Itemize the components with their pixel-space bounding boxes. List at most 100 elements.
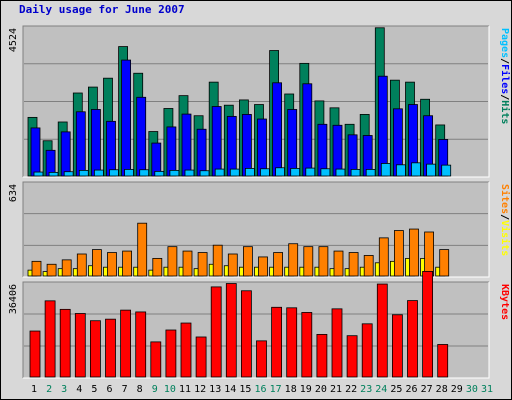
- day-label-16: 16: [254, 384, 266, 395]
- legend-part: /: [499, 58, 510, 64]
- series-legend-middle: Sites/Visits: [499, 184, 511, 256]
- sites-bar: [167, 246, 178, 277]
- sites-bar: [137, 222, 148, 277]
- kbytes-bar: [331, 308, 343, 378]
- kbytes-bar: [74, 313, 86, 378]
- kbytes-bar: [105, 318, 116, 378]
- files-bar: [317, 123, 328, 177]
- files-bar: [302, 83, 313, 177]
- pages-bar: [365, 169, 376, 177]
- day-label-1: 1: [31, 384, 37, 395]
- kbytes-bar: [391, 314, 403, 378]
- day-label-10: 10: [164, 384, 176, 395]
- kbytes-bar: [437, 344, 449, 378]
- day-label-26: 26: [405, 384, 417, 395]
- pages-bar: [350, 169, 361, 177]
- sites-bar: [152, 257, 163, 277]
- legend-part: KBytes: [499, 284, 510, 320]
- files-bar: [226, 115, 237, 177]
- sites-bar: [288, 243, 299, 277]
- pages-bar: [33, 171, 44, 177]
- day-label-27: 27: [421, 384, 433, 395]
- sites-bar: [409, 228, 419, 277]
- y-max-label: 36406: [8, 284, 19, 314]
- panel-edge-dark: [22, 281, 489, 378]
- day-label-7: 7: [122, 384, 128, 395]
- legend-part: Pages: [499, 28, 510, 58]
- legend-part: /: [499, 214, 510, 220]
- pages-bar: [411, 162, 421, 177]
- files-bar: [136, 96, 147, 177]
- kbytes-bar: [361, 323, 373, 378]
- day-label-24: 24: [375, 384, 387, 395]
- files-bar: [257, 118, 267, 177]
- pages-bar: [214, 168, 225, 177]
- panel-edge-dark: [22, 181, 489, 277]
- kbytes-bar: [195, 336, 207, 378]
- legend-part: Sites: [499, 184, 511, 214]
- kbytes-bar: [346, 335, 358, 378]
- kbytes-bar: [407, 300, 418, 378]
- pages-bar: [290, 168, 301, 177]
- chart-title: Daily usage for June 2007: [19, 3, 185, 16]
- files-bar: [181, 113, 192, 177]
- day-label-9: 9: [152, 384, 158, 395]
- pages-bar: [48, 171, 59, 177]
- sites-bar: [242, 246, 253, 277]
- pages-bar: [305, 167, 316, 177]
- files-bar: [241, 114, 252, 177]
- pages-bar: [199, 170, 210, 177]
- sites-bar: [393, 230, 404, 277]
- kbytes-bar: [256, 340, 267, 378]
- sites-bar: [318, 246, 329, 277]
- day-label-14: 14: [224, 384, 236, 395]
- files-bar: [196, 128, 207, 177]
- files-bar: [332, 124, 343, 177]
- pages-bar: [380, 163, 391, 177]
- files-bar: [60, 131, 71, 177]
- pages-bar: [154, 170, 165, 177]
- pages-bar: [335, 168, 346, 177]
- sites-bar: [212, 244, 223, 277]
- pages-bar: [184, 169, 195, 177]
- kbytes-bar: [240, 290, 252, 378]
- pages-bar: [94, 169, 104, 177]
- sites-bar: [107, 252, 117, 277]
- sites-bar: [303, 246, 314, 277]
- pages-bar: [229, 168, 240, 177]
- pages-bar: [63, 171, 74, 177]
- kbytes-bar: [44, 300, 56, 378]
- day-label-17: 17: [270, 384, 282, 395]
- legend-part: Files: [499, 64, 511, 94]
- files-bar: [75, 111, 86, 177]
- kbytes-bar: [422, 270, 434, 378]
- panel-edge-dark: [22, 25, 489, 177]
- pages-bar: [395, 164, 406, 177]
- day-label-25: 25: [390, 384, 402, 395]
- kbytes-bar: [135, 311, 147, 378]
- kbytes-bar: [210, 286, 222, 378]
- files-bar: [121, 59, 131, 177]
- series-legend-top: Pages/Files/Hits: [499, 28, 511, 124]
- legend-part: /: [499, 94, 510, 100]
- kbytes-bar: [376, 283, 388, 378]
- day-label-11: 11: [179, 384, 191, 395]
- kbytes-bar: [271, 306, 283, 378]
- day-label-4: 4: [76, 384, 82, 395]
- kbytes-bar: [59, 308, 71, 378]
- sites-bar: [182, 250, 193, 277]
- day-label-8: 8: [137, 384, 143, 395]
- day-label-5: 5: [91, 384, 97, 395]
- sites-bar: [76, 253, 87, 277]
- files-bar: [377, 75, 388, 177]
- kbytes-bar: [316, 333, 328, 378]
- y-max-label: 4524: [8, 28, 19, 52]
- sites-bar: [363, 255, 374, 277]
- files-bar: [287, 109, 298, 177]
- day-label-31: 31: [481, 384, 493, 395]
- series-legend-bottom: KBytes: [499, 284, 510, 320]
- pages-bar: [441, 164, 452, 177]
- pages-bar: [275, 167, 286, 177]
- day-label-30: 30: [466, 384, 478, 395]
